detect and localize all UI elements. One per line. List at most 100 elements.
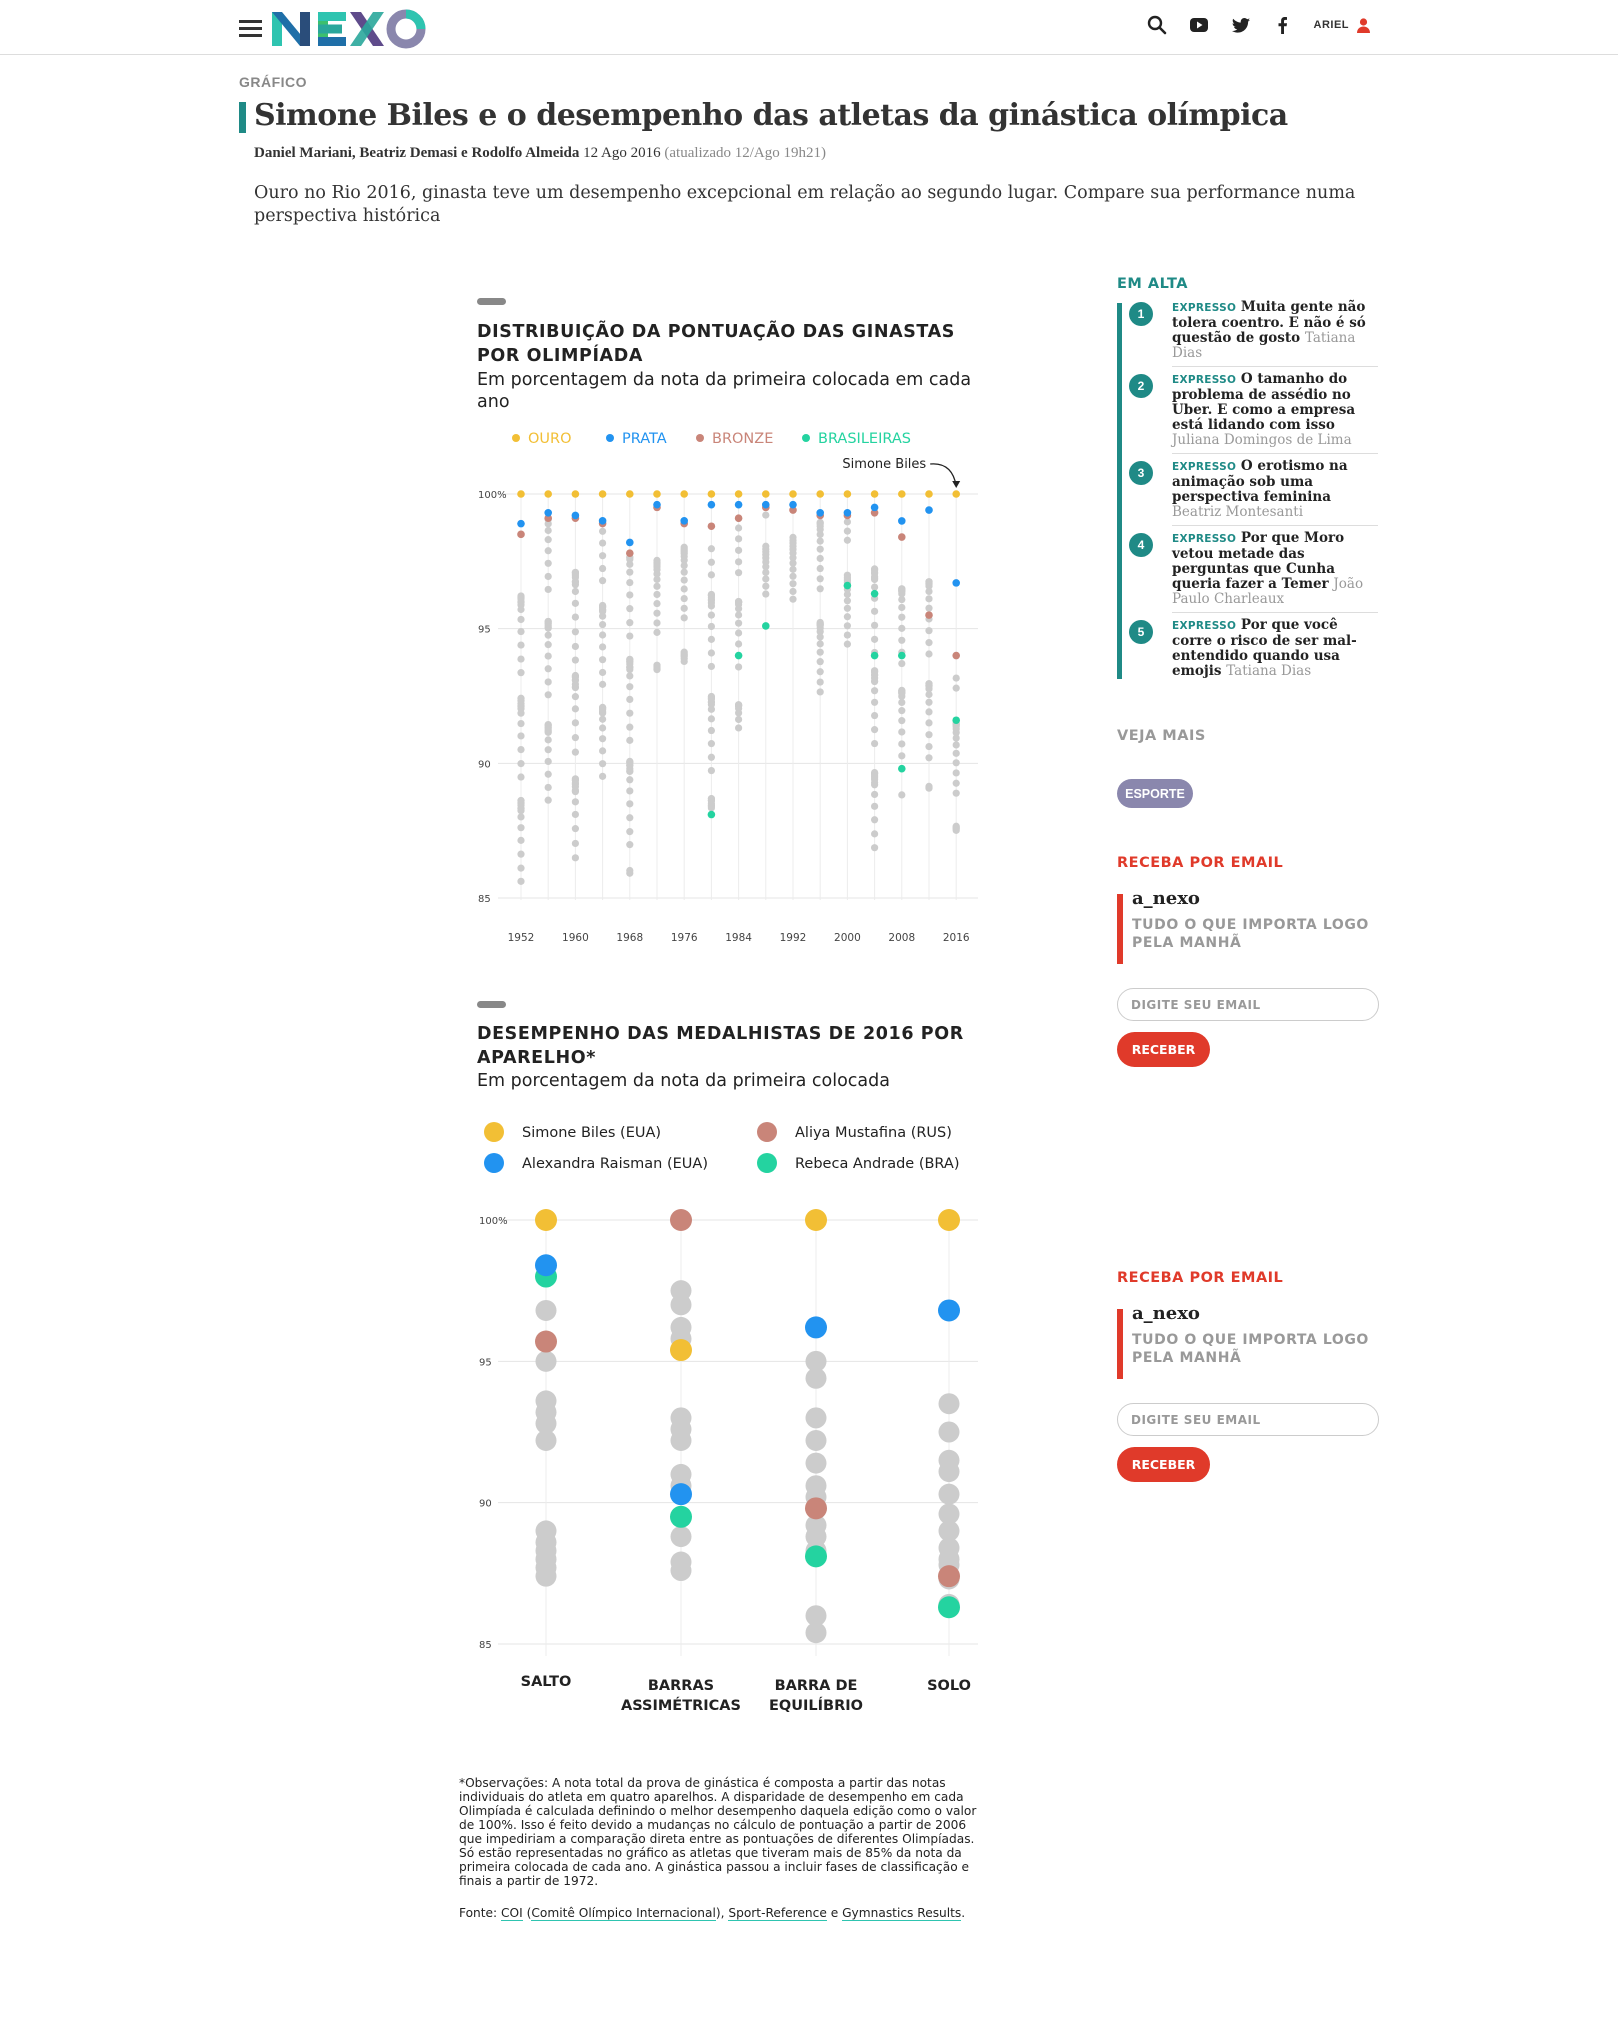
- legend-label: Simone Biles (EUA): [522, 1125, 661, 1141]
- youtube-icon[interactable]: [1188, 14, 1210, 36]
- legend-swatch: [757, 1153, 777, 1173]
- data-point-other: [680, 576, 688, 584]
- data-point-other: [816, 585, 824, 593]
- data-point-other: [898, 728, 906, 736]
- source-link-sport-reference[interactable]: Sport-Reference: [728, 1906, 827, 1921]
- trending-item[interactable]: 3 EXPRESSO O erotismo na animação sob um…: [1129, 459, 1379, 520]
- source-link-gymnastics-results[interactable]: Gymnastics Results: [842, 1906, 962, 1921]
- data-point-other: [816, 537, 824, 545]
- data-point-3: [670, 1505, 692, 1528]
- data-point-gold: [571, 490, 580, 498]
- y-tick-label: 95: [479, 1357, 492, 1368]
- data-point-other: [626, 814, 634, 822]
- nexo-logo[interactable]: [270, 6, 428, 50]
- data-point-brazil: [898, 764, 906, 773]
- trending-number: 2: [1129, 374, 1153, 398]
- data-point-gold: [707, 490, 716, 498]
- data-point-other: [599, 735, 607, 743]
- data-point-other: [517, 850, 525, 858]
- data-point-other: [517, 669, 525, 677]
- data-point-other: [735, 619, 743, 627]
- data-point-other: [544, 691, 552, 699]
- data-point-other: [805, 1367, 827, 1389]
- trending-title[interactable]: Muita gente não tolera coentro. E não é …: [1172, 299, 1366, 346]
- data-point-other: [925, 742, 933, 751]
- x-tick-label: 2016: [943, 932, 970, 944]
- data-point-other: [952, 741, 960, 749]
- trending-title[interactable]: Por que Moro vetou metade das perguntas …: [1172, 530, 1345, 592]
- data-point-other: [925, 595, 933, 603]
- data-point-other: [925, 580, 933, 588]
- top-bar: ARIEL: [0, 0, 1618, 55]
- trending-item[interactable]: 5 EXPRESSO Por que você corre o risco de…: [1129, 618, 1379, 679]
- article-kicker[interactable]: GRÁFICO: [239, 74, 308, 90]
- data-point-gold: [789, 490, 797, 498]
- data-point-other: [707, 700, 715, 709]
- search-icon[interactable]: [1146, 14, 1168, 36]
- trending-item[interactable]: 2 EXPRESSO O tamanho do problema de assé…: [1129, 372, 1379, 448]
- data-point-gold: [870, 490, 879, 498]
- data-point-other: [544, 641, 552, 649]
- data-point-other: [626, 619, 634, 627]
- data-point-bronze: [898, 533, 906, 541]
- trending-author: Juliana Domingos de Lima: [1172, 432, 1352, 448]
- user-menu[interactable]: ARIEL: [1314, 17, 1370, 33]
- data-point-other: [952, 734, 960, 742]
- data-point-other: [871, 583, 879, 591]
- article-title: Simone Biles e o desempenho das atletas …: [254, 98, 1288, 133]
- data-point-other: [517, 760, 525, 768]
- newsletter-subscribe-button[interactable]: RECEBER: [1117, 1447, 1210, 1482]
- newsletter-email-input[interactable]: [1117, 988, 1379, 1021]
- data-point-other: [626, 665, 634, 674]
- source-link-coi[interactable]: COI: [501, 1906, 523, 1921]
- data-point-other: [571, 854, 579, 862]
- data-point-other: [871, 635, 879, 643]
- data-point-other: [735, 569, 743, 577]
- data-point-other: [871, 816, 879, 824]
- data-point-other: [925, 719, 933, 727]
- data-point-other: [680, 594, 688, 603]
- data-point-bronze: [925, 611, 933, 619]
- data-point-brazil: [734, 651, 743, 660]
- legend-label: Alexandra Raisman (EUA): [522, 1156, 708, 1172]
- data-point-gold: [517, 490, 525, 498]
- y-tick-label: 95: [478, 625, 491, 636]
- trending-author: Tatiana Dias: [1172, 330, 1356, 361]
- twitter-icon[interactable]: [1230, 14, 1252, 36]
- data-point-other: [871, 677, 879, 685]
- data-point-other: [816, 564, 824, 573]
- data-point-other: [898, 707, 906, 715]
- data-point-brazil: [870, 651, 879, 660]
- data-point-other: [816, 633, 824, 641]
- data-point-other: [626, 632, 634, 640]
- newsletter-email-input[interactable]: [1117, 1403, 1379, 1436]
- menu-icon[interactable]: [239, 20, 262, 37]
- facebook-icon[interactable]: [1272, 14, 1294, 36]
- source-link-coi-full[interactable]: Comitê Olímpico Internacional: [531, 1906, 716, 1921]
- data-point-2: [805, 1497, 827, 1520]
- trending-item[interactable]: 1 EXPRESSO Muita gente não tolera coentr…: [1129, 300, 1379, 361]
- data-point-other: [952, 684, 960, 692]
- x-category-label-line: BARRA DE: [775, 1678, 858, 1694]
- newsletter-subscribe-button[interactable]: RECEBER: [1117, 1032, 1210, 1067]
- trending-divider: [1172, 525, 1378, 526]
- data-point-other: [843, 640, 851, 648]
- data-point-other: [707, 622, 715, 631]
- trending-title[interactable]: Por que você corre o risco de ser mal-en…: [1172, 617, 1357, 679]
- data-point-other: [938, 1461, 960, 1483]
- data-point-0: [805, 1209, 827, 1231]
- tag-esporte-button[interactable]: ESPORTE: [1117, 779, 1193, 808]
- data-point-other: [571, 599, 579, 607]
- data-point-other: [626, 605, 634, 613]
- data-point-other: [789, 533, 797, 541]
- trending-title[interactable]: O tamanho do problema de assédio no Uber…: [1172, 371, 1356, 433]
- data-point-silver: [626, 538, 634, 547]
- data-point-1: [805, 1316, 827, 1339]
- trending-title[interactable]: O erotismo na animação sob uma perspecti…: [1172, 458, 1348, 505]
- trending-item[interactable]: 4 EXPRESSO Por que Moro vetou metade das…: [1129, 531, 1379, 607]
- x-category-label: BARRAS ASSIMÉTRICAS: [621, 1678, 741, 1714]
- data-point-other: [843, 631, 851, 639]
- data-point-other: [952, 674, 960, 682]
- data-point-other: [762, 542, 770, 550]
- trending-heading: EM ALTA: [1117, 276, 1188, 292]
